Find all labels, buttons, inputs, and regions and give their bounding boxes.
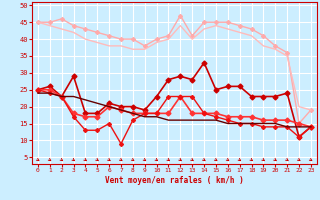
X-axis label: Vent moyen/en rafales ( km/h ): Vent moyen/en rafales ( km/h )	[105, 176, 244, 185]
